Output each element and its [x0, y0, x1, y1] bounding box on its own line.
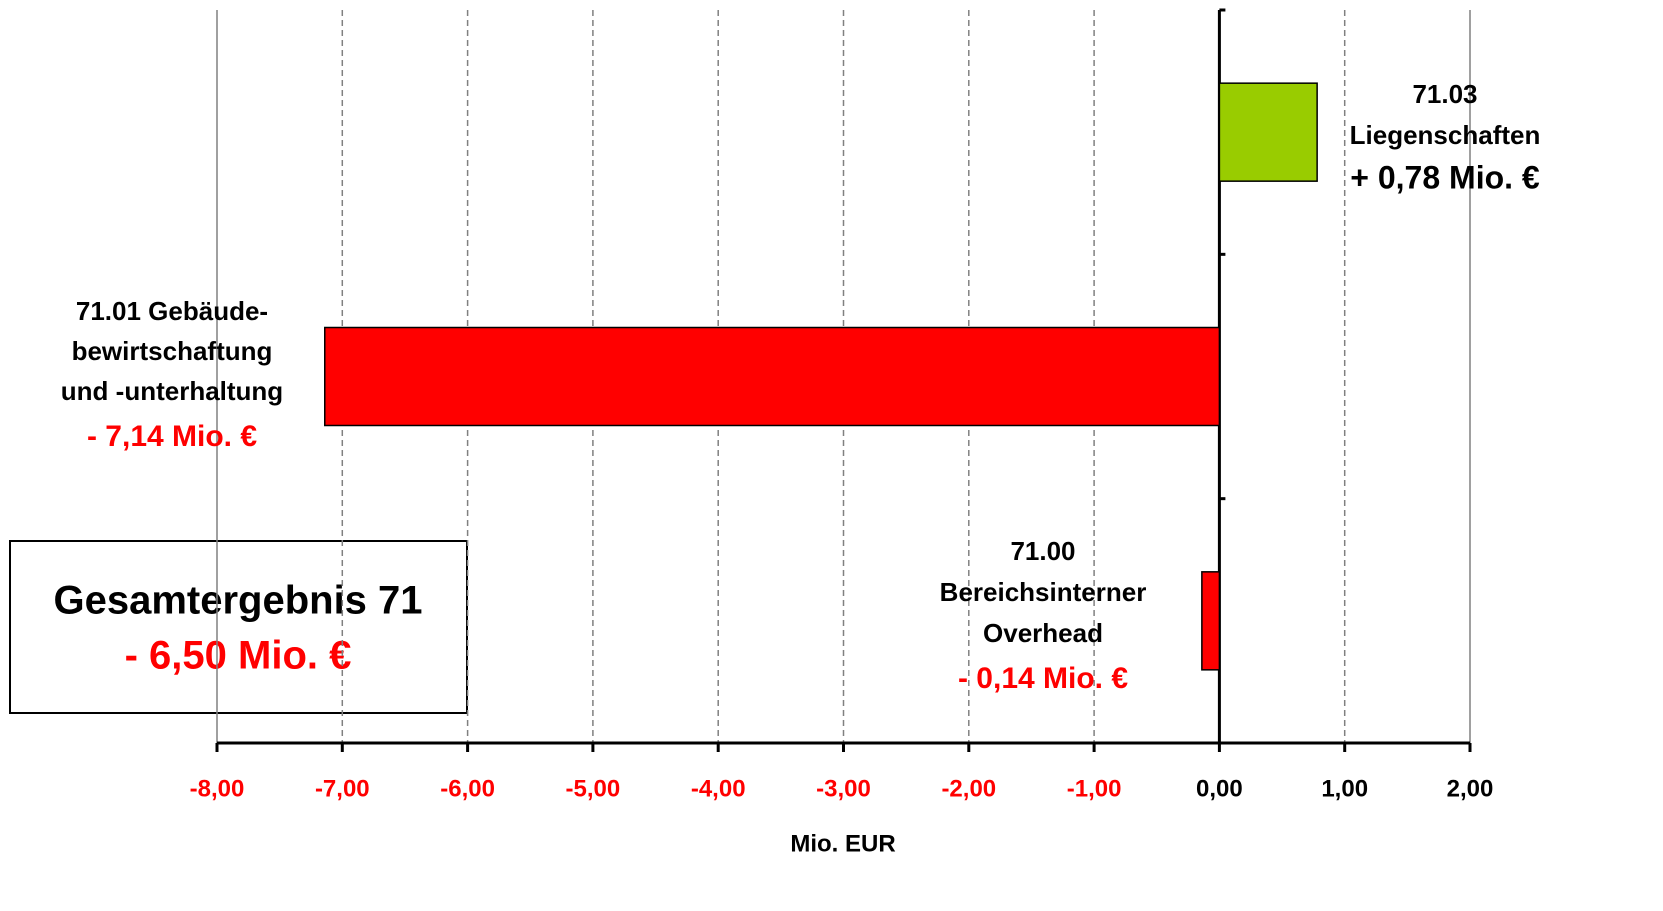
total-box: [9, 540, 468, 714]
x-tick-label: -1,00: [1067, 775, 1122, 802]
bar: [1201, 571, 1221, 671]
x-tick-label: 2,00: [1447, 775, 1494, 802]
category-label: bewirtschaftung: [72, 336, 273, 366]
category-label: 71.03: [1412, 79, 1477, 109]
bar: [1218, 82, 1318, 182]
category-label: Liegenschaften: [1350, 120, 1541, 150]
bar: [324, 326, 1221, 427]
x-tick-label: -8,00: [190, 775, 245, 802]
category-label: Bereichsinterner: [940, 577, 1147, 607]
category-label: Overhead: [983, 618, 1103, 648]
x-axis-title: Mio. EUR: [790, 830, 895, 857]
x-tick-label: -4,00: [691, 775, 746, 802]
x-tick-label: -2,00: [941, 775, 996, 802]
x-tick-label: -3,00: [816, 775, 871, 802]
category-label: 71.00: [1010, 536, 1075, 566]
value-label: + 0,78 Mio. €: [1350, 159, 1540, 195]
x-tick-label: -6,00: [440, 775, 495, 802]
total-value: - 6,50 Mio. €: [125, 634, 352, 678]
x-tick-label: -5,00: [566, 775, 621, 802]
value-label: - 0,14 Mio. €: [958, 662, 1128, 695]
x-tick-label: -7,00: [315, 775, 370, 802]
x-tick-label: 1,00: [1321, 775, 1368, 802]
value-label: - 7,14 Mio. €: [87, 420, 257, 453]
category-label: und -unterhaltung: [61, 376, 283, 406]
total-label: Gesamtergebnis 71: [53, 579, 422, 623]
category-label: 71.01 Gebäude-: [76, 296, 268, 326]
x-tick-label: 0,00: [1196, 775, 1243, 802]
